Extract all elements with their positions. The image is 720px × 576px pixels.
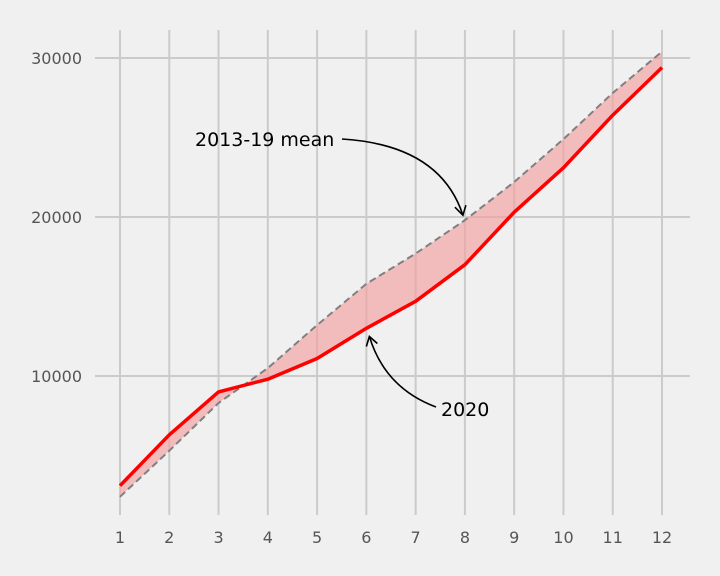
annotations: 2013-19 mean 2020 xyxy=(195,129,489,421)
y-tick-label-10000: 10000 xyxy=(31,367,82,386)
annotation-mean-arrowhead xyxy=(454,204,467,217)
x-tick-label-4: 4 xyxy=(263,528,273,547)
x-tick-label-8: 8 xyxy=(460,528,470,547)
annotation-mean-label: 2013-19 mean xyxy=(195,129,334,151)
annotation-2020-arrow xyxy=(368,336,437,408)
series-line-2020 xyxy=(118,66,664,487)
x-tick-label-3: 3 xyxy=(213,528,223,547)
series-line-mean xyxy=(119,50,663,498)
fill-between-polygon xyxy=(120,51,662,497)
x-tick-label-12: 12 xyxy=(652,528,672,547)
series-lines xyxy=(118,50,664,498)
y-tick-label-30000: 30000 xyxy=(31,49,82,68)
x-tick-label-7: 7 xyxy=(411,528,421,547)
y-tick-label-20000: 20000 xyxy=(31,208,82,227)
x-tick-label-9: 9 xyxy=(509,528,519,547)
x-tick-label-6: 6 xyxy=(361,528,371,547)
annotation-2020-arrowhead xyxy=(365,335,378,347)
x-tick-label-11: 11 xyxy=(603,528,623,547)
annotation-2020-label: 2020 xyxy=(441,399,489,421)
fill-between-area xyxy=(120,51,662,497)
x-tick-label-5: 5 xyxy=(312,528,322,547)
x-tick-label-2: 2 xyxy=(164,528,174,547)
annotation-mean-arrow xyxy=(341,138,464,216)
x-tick-label-1: 1 xyxy=(115,528,125,547)
x-tick-label-10: 10 xyxy=(553,528,573,547)
grid xyxy=(95,30,690,515)
